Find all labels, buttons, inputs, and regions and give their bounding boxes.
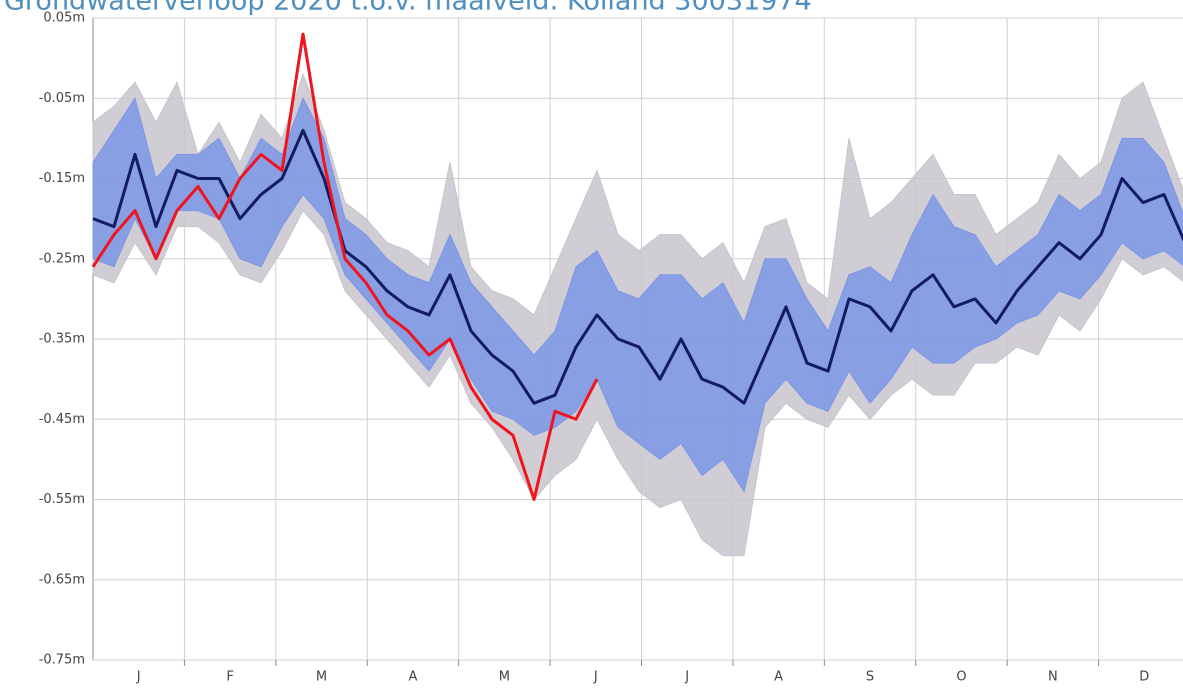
x-tick-label: N <box>1048 670 1058 685</box>
y-tick-label: -0.55m <box>39 492 85 507</box>
series-line <box>92 128 1183 405</box>
range-band <box>92 97 1183 493</box>
y-tick-label: -0.45m <box>39 412 85 427</box>
x-tick-label: D <box>1139 670 1149 685</box>
y-tick-label: -0.65m <box>39 572 85 587</box>
chart-title: Grondwaterverloop 2020 t.o.v. maaiveld: … <box>4 0 812 17</box>
x-tick-label: F <box>226 670 233 685</box>
x-tick-label: O <box>956 670 966 685</box>
x-tick-label: J <box>593 670 598 685</box>
x-tick-label: M <box>316 670 327 685</box>
y-tick-label: 0.05m <box>43 11 85 26</box>
x-tick-label: J <box>684 670 689 685</box>
series-line <box>91 32 599 501</box>
y-tick-label: -0.35m <box>39 332 85 347</box>
y-tick-label: -0.05m <box>39 91 85 106</box>
x-tick-label: M <box>499 670 510 685</box>
x-tick-label: J <box>136 670 141 685</box>
x-tick-label: S <box>866 670 874 685</box>
y-tick-label: -0.15m <box>39 171 85 186</box>
x-tick-label: A <box>409 670 418 685</box>
x-tick-label: A <box>774 670 783 685</box>
y-tick-label: -0.25m <box>39 251 85 266</box>
y-tick-label: -0.75m <box>39 653 85 668</box>
